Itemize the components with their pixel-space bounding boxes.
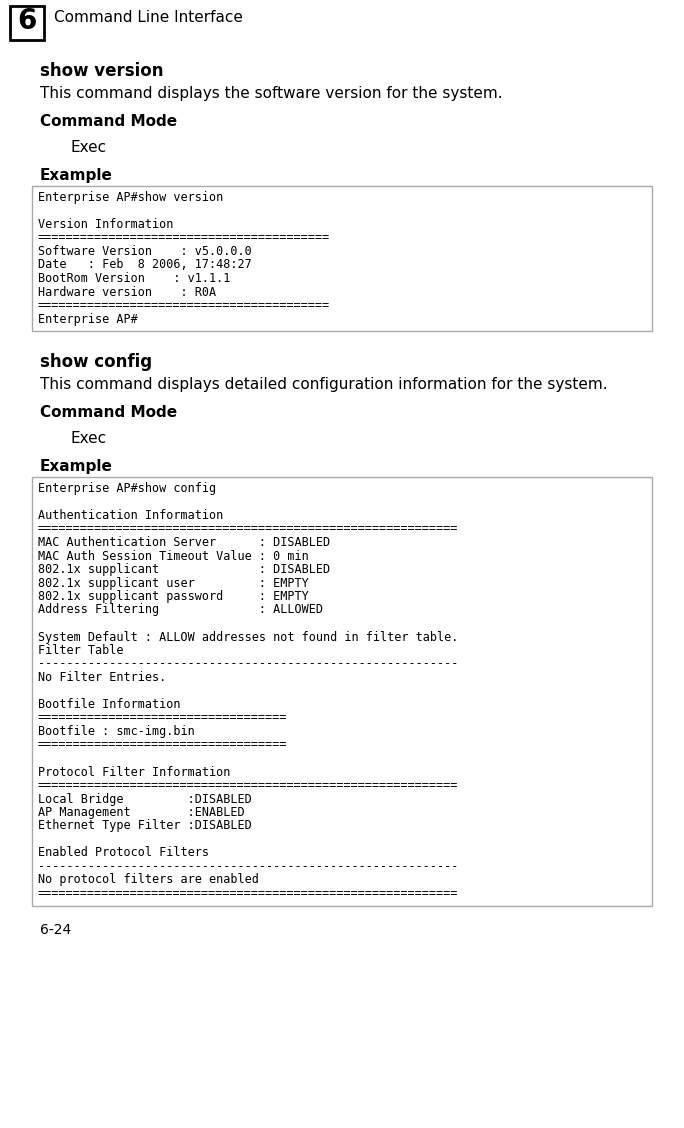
Text: Enterprise AP#show version: Enterprise AP#show version <box>38 191 223 204</box>
Text: Ethernet Type Filter :DISABLED: Ethernet Type Filter :DISABLED <box>38 820 252 832</box>
Text: =========================================: ========================================… <box>38 299 330 312</box>
Bar <box>10 6 44 39</box>
Text: System Default : ALLOW addresses not found in filter table.: System Default : ALLOW addresses not fou… <box>38 631 458 643</box>
Text: Authentication Information: Authentication Information <box>38 509 223 522</box>
Text: Exec: Exec <box>70 431 106 446</box>
Text: Hardware version    : R0A: Hardware version : R0A <box>38 285 216 299</box>
Text: This command displays detailed configuration information for the system.: This command displays detailed configura… <box>40 377 607 393</box>
Text: ===================================: =================================== <box>38 739 287 751</box>
Bar <box>32 477 652 906</box>
Text: No protocol filters are enabled: No protocol filters are enabled <box>38 873 259 887</box>
Text: =========================================: ========================================… <box>38 231 330 245</box>
Text: AP Management        :ENABLED: AP Management :ENABLED <box>38 807 245 819</box>
Text: Example: Example <box>40 459 113 474</box>
Text: Command Mode: Command Mode <box>40 405 177 420</box>
Text: ===========================================================: ========================================… <box>38 779 458 792</box>
Text: Bootfile : smc-img.bin: Bootfile : smc-img.bin <box>38 725 195 738</box>
Text: 802.1x supplicant              : DISABLED: 802.1x supplicant : DISABLED <box>38 563 330 576</box>
Text: Software Version    : v5.0.0.0: Software Version : v5.0.0.0 <box>38 245 252 258</box>
Text: show version: show version <box>40 62 163 80</box>
Text: No Filter Entries.: No Filter Entries. <box>38 671 166 684</box>
Text: 6: 6 <box>17 7 37 35</box>
Text: ===================================: =================================== <box>38 712 287 724</box>
Text: MAC Auth Session Timeout Value : 0 min: MAC Auth Session Timeout Value : 0 min <box>38 549 308 563</box>
Text: Example: Example <box>40 168 113 183</box>
Text: MAC Authentication Server      : DISABLED: MAC Authentication Server : DISABLED <box>38 536 330 549</box>
Text: 6-24: 6-24 <box>40 924 71 937</box>
Text: Local Bridge         :DISABLED: Local Bridge :DISABLED <box>38 793 252 805</box>
Text: -----------------------------------------------------------: ----------------------------------------… <box>38 860 458 873</box>
Text: Enterprise AP#: Enterprise AP# <box>38 312 137 326</box>
Text: Address Filtering              : ALLOWED: Address Filtering : ALLOWED <box>38 603 323 617</box>
Text: Version Information: Version Information <box>38 218 173 231</box>
Text: Bootfile Information: Bootfile Information <box>38 698 181 711</box>
Text: Enterprise AP#show config: Enterprise AP#show config <box>38 482 216 495</box>
Text: Date   : Feb  8 2006, 17:48:27: Date : Feb 8 2006, 17:48:27 <box>38 258 252 272</box>
Text: This command displays the software version for the system.: This command displays the software versi… <box>40 86 503 102</box>
Text: 802.1x supplicant user         : EMPTY: 802.1x supplicant user : EMPTY <box>38 576 308 590</box>
Text: Enabled Protocol Filters: Enabled Protocol Filters <box>38 846 209 860</box>
Text: Protocol Filter Information: Protocol Filter Information <box>38 766 231 778</box>
Text: Exec: Exec <box>70 140 106 155</box>
Text: 802.1x supplicant password     : EMPTY: 802.1x supplicant password : EMPTY <box>38 590 308 603</box>
Text: -----------------------------------------------------------: ----------------------------------------… <box>38 658 458 670</box>
Text: Command Mode: Command Mode <box>40 114 177 129</box>
Text: Command Line Interface: Command Line Interface <box>54 10 243 25</box>
Text: ===========================================================: ========================================… <box>38 522 458 536</box>
Text: ===========================================================: ========================================… <box>38 887 458 900</box>
Bar <box>32 186 652 331</box>
Text: BootRom Version    : v1.1.1: BootRom Version : v1.1.1 <box>38 272 231 285</box>
Text: show config: show config <box>40 353 152 371</box>
Text: Filter Table: Filter Table <box>38 644 124 656</box>
